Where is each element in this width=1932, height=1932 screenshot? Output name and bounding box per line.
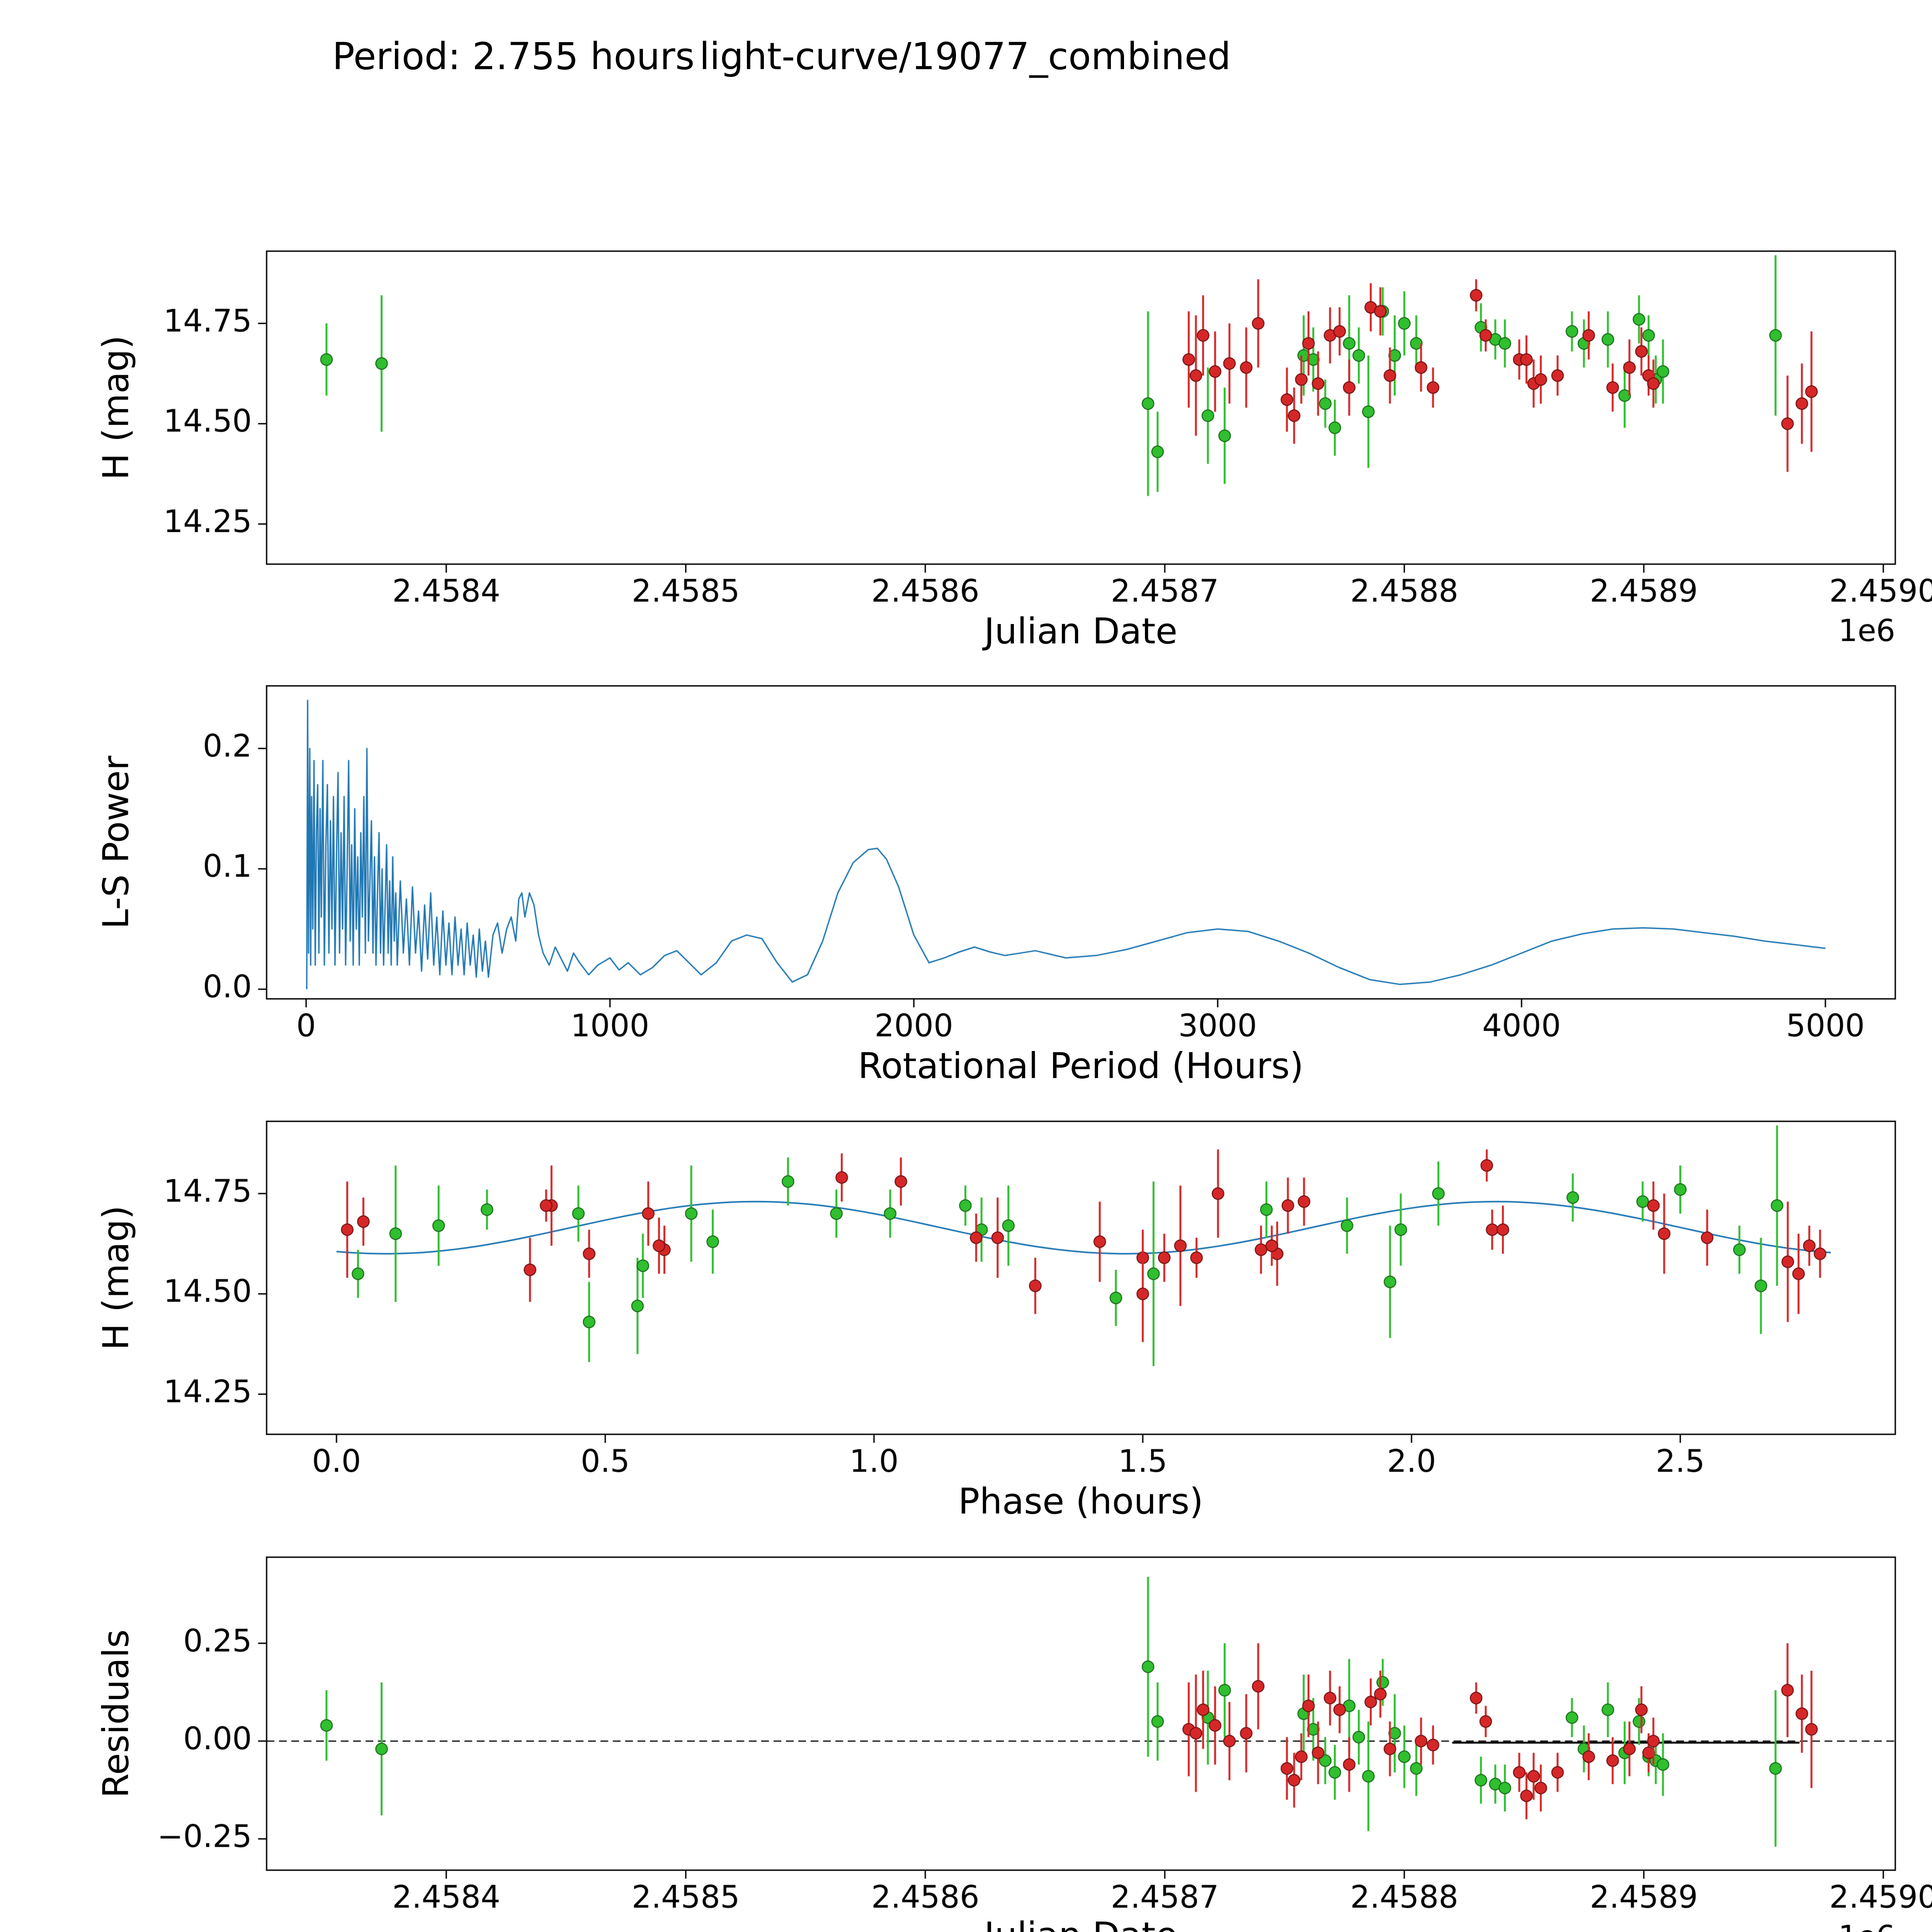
panel1-y-axis-label: H (mag) bbox=[95, 335, 137, 480]
panel4-y-axis-label: Residuals bbox=[95, 1629, 137, 1798]
panel3-y-axis-label: H (mag) bbox=[95, 1205, 137, 1350]
panel1-x-axis-label: Julian Date bbox=[984, 611, 1178, 652]
panel3-x-axis-label: Phase (hours) bbox=[958, 1481, 1204, 1522]
panel2-y-axis-label: L-S Power bbox=[95, 755, 137, 929]
period-annotation: Period: 2.755 hours bbox=[332, 35, 695, 78]
panel4-x-axis-label: Julian Date bbox=[984, 1915, 1177, 1932]
figure-title: light-curve/19077_combined bbox=[699, 35, 1231, 78]
panel2-x-axis-label: Rotational Period (Hours) bbox=[858, 1045, 1304, 1087]
